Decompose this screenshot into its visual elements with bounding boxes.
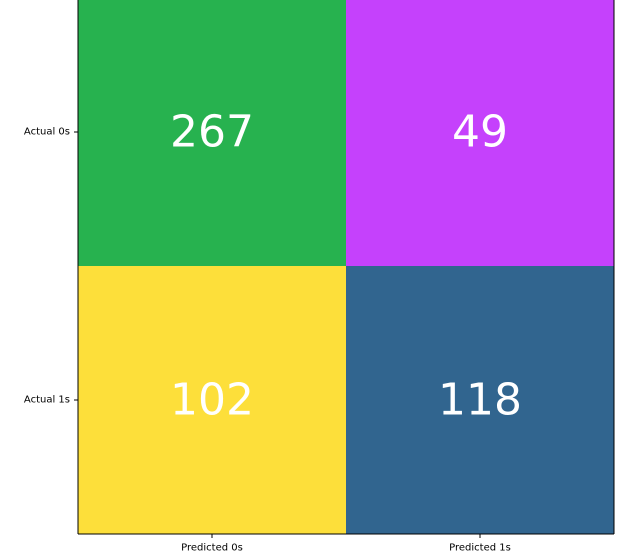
cell-value-label-r0-c1: 49 <box>452 107 508 158</box>
cell-value-labels: 267 49 102 118 <box>170 107 522 426</box>
y-tick-group: Actual 0s Actual 1s <box>24 127 78 406</box>
x-tick-label: Predicted 1s <box>449 543 511 554</box>
axes <box>77 0 615 535</box>
heatmap-cell-r0-c0 <box>78 0 346 266</box>
y-tick-label: Actual 1s <box>24 395 70 406</box>
x-tick-label: Predicted 0s <box>181 543 243 554</box>
y-tick-label: Actual 0s <box>24 127 70 138</box>
heatmap-cell-r1-c1 <box>346 266 614 534</box>
heatmap-cell-r0-c1 <box>346 0 614 266</box>
heatmap-cell-r1-c0 <box>78 266 346 534</box>
x-tick-group: Predicted 0s Predicted 1s <box>181 534 511 554</box>
heatmap-cells <box>78 0 614 534</box>
cell-value-label-r0-c0: 267 <box>170 107 254 158</box>
cell-value-label-r1-c1: 118 <box>438 375 522 426</box>
cell-value-label-r1-c0: 102 <box>170 375 254 426</box>
